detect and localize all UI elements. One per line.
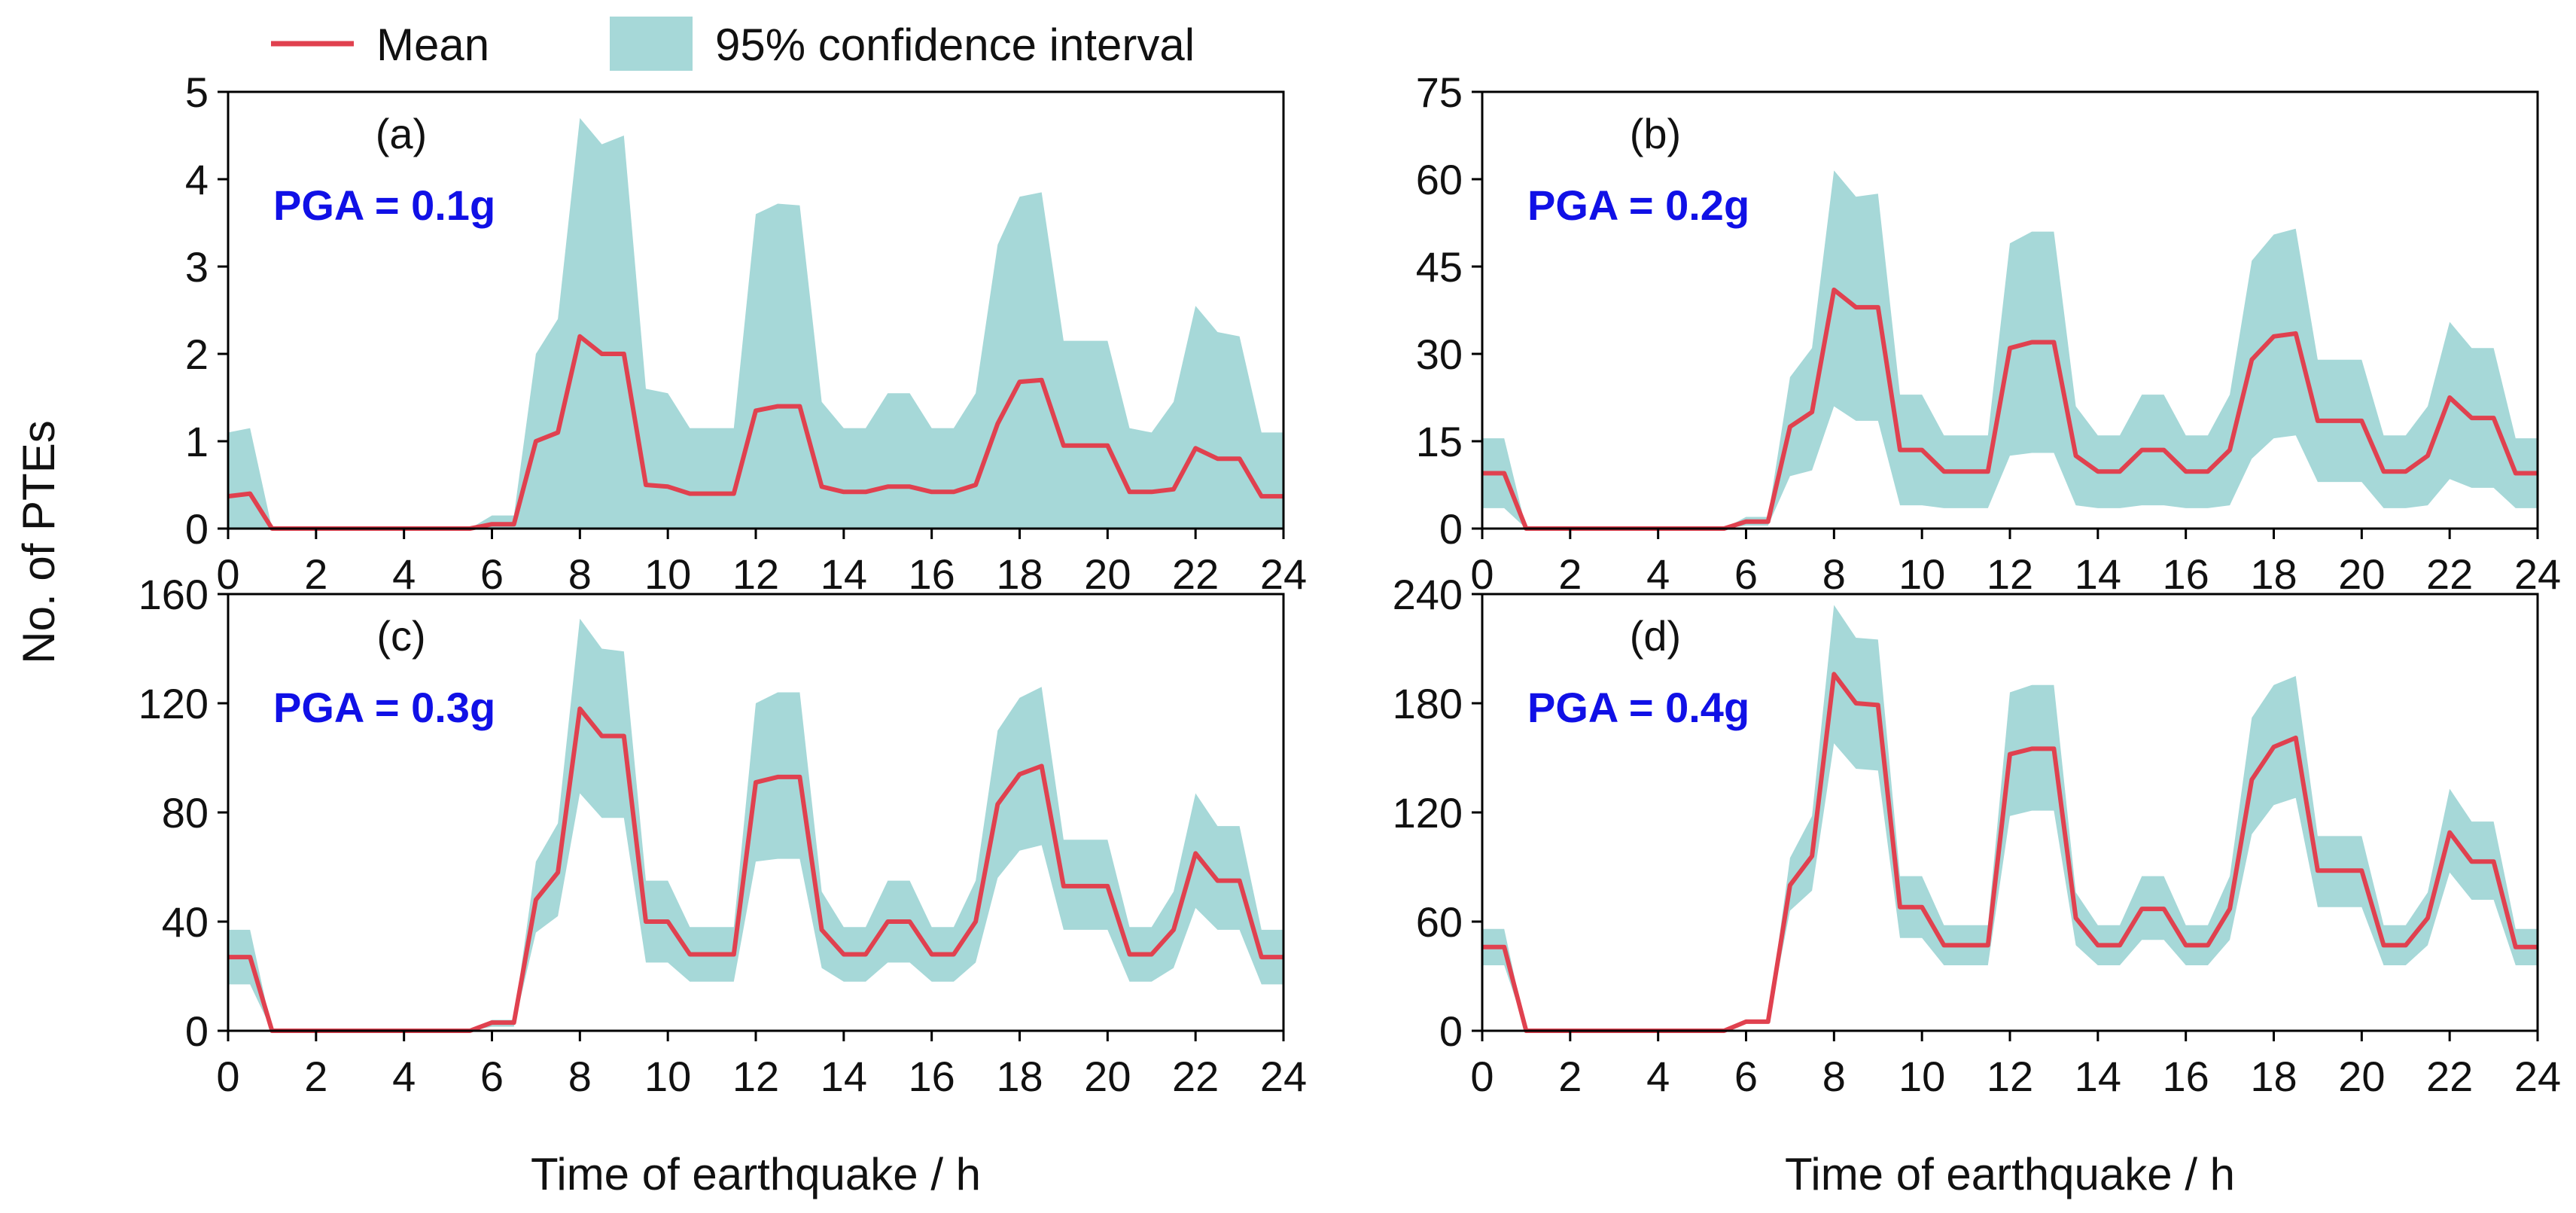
x-tick-label: 12 — [1987, 550, 2033, 598]
y-tick-label: 60 — [1416, 898, 1463, 946]
y-tick-label: 120 — [139, 680, 209, 727]
x-tick-label: 18 — [996, 1053, 1043, 1100]
x-tick-label: 16 — [2163, 1053, 2209, 1100]
x-tick-label: 6 — [1734, 550, 1758, 598]
x-tick-label: 8 — [568, 550, 592, 598]
y-tick-label: 75 — [1416, 69, 1463, 116]
y-tick-label: 5 — [185, 69, 209, 116]
x-tick-label: 16 — [909, 550, 955, 598]
x-tick-label: 8 — [568, 1053, 592, 1100]
x-tick-label: 24 — [1260, 1053, 1307, 1100]
y-tick-label: 2 — [185, 331, 209, 378]
x-tick-label: 0 — [216, 1053, 239, 1100]
x-tick-label: 12 — [1987, 1053, 2033, 1100]
x-tick-label: 0 — [1470, 550, 1494, 598]
ci-band-a — [228, 117, 1283, 529]
x-tick-label: 22 — [1172, 550, 1219, 598]
y-tick-label: 4 — [185, 156, 209, 203]
x-tick-label: 2 — [304, 550, 327, 598]
x-tick-label: 22 — [2426, 550, 2473, 598]
x-tick-label: 0 — [216, 550, 239, 598]
panel-letter-d: (d) — [1630, 612, 1681, 660]
x-tick-label: 0 — [1470, 1053, 1494, 1100]
x-tick-label: 12 — [732, 1053, 779, 1100]
panel-letter-c: (c) — [376, 612, 425, 660]
x-tick-label: 16 — [2163, 550, 2209, 598]
y-tick-label: 1 — [185, 418, 209, 465]
x-tick-label: 14 — [821, 550, 867, 598]
x-tick-label: 12 — [732, 550, 779, 598]
x-tick-label: 14 — [2075, 1053, 2121, 1100]
y-tick-label: 40 — [162, 898, 209, 946]
x-tick-label: 18 — [996, 550, 1043, 598]
x-axis-label-right: Time of earthquake / h — [1785, 1149, 2235, 1199]
x-tick-label: 4 — [1646, 1053, 1670, 1100]
y-tick-label: 30 — [1416, 331, 1463, 378]
x-tick-label: 4 — [392, 550, 416, 598]
x-tick-label: 18 — [2250, 550, 2297, 598]
legend-mean-label: Mean — [376, 20, 489, 70]
x-tick-label: 10 — [644, 550, 691, 598]
y-tick-label: 0 — [1439, 505, 1463, 553]
ci-band-c — [228, 618, 1283, 1031]
legend-ci-label: 95% confidence interval — [715, 20, 1195, 70]
x-tick-label: 16 — [909, 1053, 955, 1100]
x-tick-label: 14 — [821, 1053, 867, 1100]
x-tick-label: 2 — [304, 1053, 327, 1100]
x-tick-label: 20 — [1084, 1053, 1131, 1100]
x-tick-label: 20 — [2338, 550, 2385, 598]
y-axis-label: No. of PTEs — [14, 420, 64, 663]
y-tick-label: 160 — [139, 571, 209, 618]
y-tick-label: 0 — [1439, 1007, 1463, 1055]
x-tick-label: 24 — [1260, 550, 1307, 598]
y-tick-label: 60 — [1416, 156, 1463, 203]
y-tick-label: 120 — [1393, 789, 1463, 837]
x-tick-label: 4 — [392, 1053, 416, 1100]
y-tick-label: 45 — [1416, 243, 1463, 291]
ci-band-d — [1482, 605, 2538, 1031]
y-tick-label: 3 — [185, 243, 209, 291]
x-tick-label: 6 — [1734, 1053, 1758, 1100]
legend: Mean 95% confidence interval — [271, 17, 1195, 71]
x-tick-label: 18 — [2250, 1053, 2297, 1100]
x-tick-label: 24 — [2514, 550, 2561, 598]
y-tick-label: 80 — [162, 789, 209, 837]
x-tick-label: 6 — [480, 550, 504, 598]
pga-label-c: PGA = 0.3g — [273, 684, 495, 731]
x-tick-label: 14 — [2075, 550, 2121, 598]
y-tick-label: 0 — [185, 505, 209, 553]
pga-label-d: PGA = 0.4g — [1527, 684, 1749, 731]
y-tick-label: 0 — [185, 1007, 209, 1055]
x-tick-label: 20 — [1084, 550, 1131, 598]
legend-ci-swatch — [610, 17, 693, 71]
x-tick-label: 20 — [2338, 1053, 2385, 1100]
panel-letter-a: (a) — [376, 110, 427, 157]
x-axis-label-left: Time of earthquake / h — [531, 1149, 981, 1199]
pga-label-a: PGA = 0.1g — [273, 181, 495, 229]
x-tick-label: 6 — [480, 1053, 504, 1100]
x-tick-label: 8 — [1822, 550, 1846, 598]
x-tick-label: 24 — [2514, 1053, 2561, 1100]
x-tick-label: 22 — [2426, 1053, 2473, 1100]
x-tick-label: 10 — [1899, 550, 1945, 598]
y-tick-label: 180 — [1393, 680, 1463, 727]
panel-letter-b: (b) — [1630, 110, 1681, 157]
x-tick-label: 10 — [644, 1053, 691, 1100]
y-tick-label: 15 — [1416, 418, 1463, 465]
x-tick-label: 22 — [1172, 1053, 1219, 1100]
x-tick-label: 2 — [1558, 550, 1582, 598]
x-tick-label: 2 — [1558, 1053, 1582, 1100]
pga-label-b: PGA = 0.2g — [1527, 181, 1749, 229]
x-tick-label: 10 — [1899, 1053, 1945, 1100]
x-tick-label: 8 — [1822, 1053, 1846, 1100]
x-tick-label: 4 — [1646, 550, 1670, 598]
y-tick-label: 240 — [1393, 571, 1463, 618]
